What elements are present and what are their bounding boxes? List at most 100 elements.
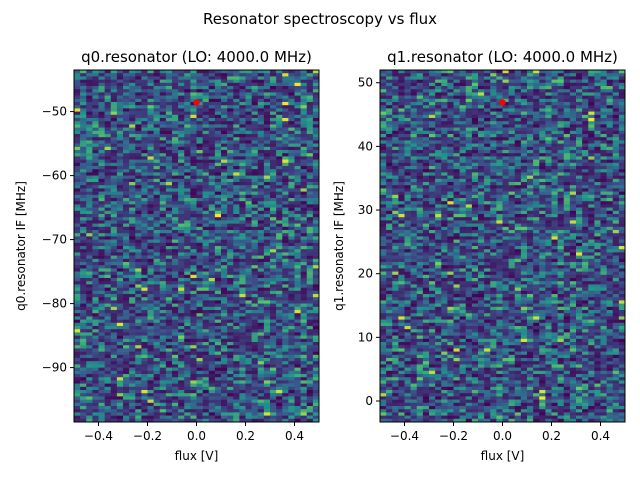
heatmap-cell — [92, 204, 99, 208]
heatmap-cell — [214, 284, 222, 288]
heatmap-cell — [257, 351, 265, 356]
heatmap-cell — [190, 121, 197, 125]
heatmap-cell — [288, 214, 295, 218]
heatmap-cell — [135, 351, 142, 356]
heatmap-cell — [276, 226, 283, 231]
heatmap-cell — [300, 274, 308, 279]
heatmap-cell — [227, 118, 234, 122]
x-tick-label: −0.4 — [84, 429, 113, 443]
heatmap-cell — [110, 143, 118, 148]
heatmap-cell — [98, 274, 105, 279]
heatmap-cell — [190, 156, 197, 160]
heatmap-cell — [178, 143, 185, 148]
heatmap-cell — [147, 406, 154, 410]
heatmap-cell — [165, 418, 173, 423]
heatmap-cell — [276, 166, 283, 170]
heatmap-cell — [582, 79, 589, 84]
heatmap-cell — [312, 140, 320, 144]
heatmap-cell — [239, 236, 246, 240]
heatmap-cell — [98, 242, 105, 247]
heatmap-cell — [221, 342, 228, 346]
heatmap-cell — [178, 182, 185, 186]
heatmap-cell — [178, 415, 185, 420]
heatmap-cell — [227, 249, 234, 253]
heatmap-cell — [276, 274, 283, 279]
heatmap-cell — [190, 406, 197, 410]
heatmap-cell — [92, 415, 99, 420]
heatmap-cell — [129, 313, 136, 317]
heatmap-cell — [172, 252, 179, 256]
heatmap-cell — [104, 188, 112, 192]
heatmap-cell — [172, 220, 179, 224]
heatmap-cell — [312, 226, 320, 231]
heatmap-cell — [123, 191, 130, 196]
heatmap-cell — [545, 89, 552, 93]
heatmap-cell — [92, 290, 99, 295]
heatmap-cell — [612, 111, 620, 116]
heatmap-cell — [288, 246, 295, 250]
heatmap-cell — [135, 233, 142, 237]
heatmap-cell — [110, 82, 118, 87]
heatmap-cell — [147, 73, 154, 77]
heatmap-cell — [159, 188, 167, 192]
heatmap-cell — [300, 188, 308, 192]
heatmap-cell — [288, 217, 295, 221]
heatmap-cell — [141, 249, 148, 253]
heatmap-cell — [312, 194, 320, 199]
heatmap-cell — [159, 169, 167, 173]
heatmap-cell — [416, 102, 424, 106]
heatmap-cell — [257, 255, 265, 260]
heatmap-cell — [221, 210, 228, 215]
heatmap-cell — [141, 406, 148, 410]
heatmap-cell — [221, 185, 228, 189]
heatmap-cell — [569, 108, 577, 112]
heatmap-cell — [276, 252, 283, 256]
heatmap-cell — [129, 406, 136, 410]
heatmap-cell — [153, 76, 161, 80]
heatmap-cell — [386, 70, 393, 74]
heatmap-cell — [214, 274, 222, 279]
heatmap-cell — [178, 332, 185, 336]
heatmap-cell — [135, 278, 142, 282]
heatmap-cell — [214, 342, 222, 346]
heatmap-cell — [221, 236, 228, 240]
heatmap-cell — [159, 402, 167, 407]
heatmap-cell — [110, 390, 118, 394]
heatmap-cell — [74, 246, 81, 250]
heatmap-cell — [214, 162, 222, 167]
heatmap-cell — [233, 194, 240, 199]
heatmap-cell — [172, 210, 179, 215]
heatmap-cell — [276, 271, 283, 276]
heatmap-cell — [74, 409, 81, 413]
heatmap-cell — [74, 348, 81, 352]
heatmap-cell — [74, 268, 81, 272]
heatmap-cell — [208, 98, 216, 103]
heatmap-cell — [110, 137, 118, 141]
heatmap-cell — [257, 249, 265, 253]
heatmap-cell — [202, 76, 210, 80]
heatmap-cell — [257, 127, 265, 132]
heatmap-cell — [282, 290, 289, 295]
heatmap-cell — [300, 380, 308, 384]
heatmap-cell — [147, 217, 154, 221]
heatmap-cell — [196, 322, 203, 327]
heatmap-cell — [129, 342, 136, 346]
heatmap-cell — [135, 319, 142, 324]
heatmap-cell — [306, 290, 314, 295]
heatmap-cell — [282, 255, 289, 260]
heatmap-cell — [294, 239, 301, 244]
heatmap-cell — [104, 290, 112, 295]
heatmap-cell — [86, 236, 93, 240]
heatmap-cell — [270, 380, 277, 384]
heatmap-cell — [221, 92, 228, 96]
heatmap-cell — [135, 396, 142, 400]
heatmap-cell — [190, 386, 197, 391]
heatmap-cell — [245, 166, 252, 170]
heatmap-cell — [380, 73, 387, 77]
heatmap-cell — [153, 223, 161, 228]
heatmap-cell — [104, 118, 112, 122]
heatmap-cell — [245, 313, 252, 317]
heatmap-cell — [282, 383, 289, 388]
heatmap-cell — [576, 82, 583, 87]
heatmap-cell — [245, 332, 252, 336]
